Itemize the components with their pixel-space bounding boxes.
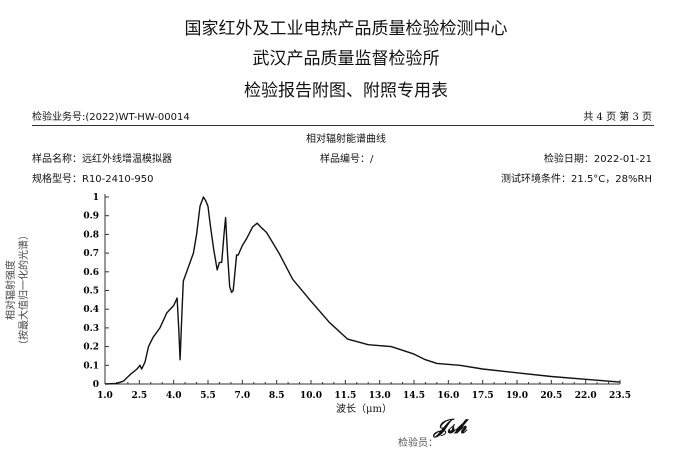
sample-number: 样品编号：/ (320, 154, 374, 165)
x-tick-label: 5.5 (200, 391, 216, 401)
test-environment: 测试环境条件：21.5°C，28%RH (501, 174, 652, 185)
y-tick-label: 1 (93, 193, 99, 203)
y-tick-label: 0.6 (83, 268, 99, 278)
y-tick-label: 0.9 (83, 212, 99, 222)
x-tick-label: 14.5 (403, 391, 425, 401)
x-tick-label: 7.0 (234, 391, 250, 401)
x-tick-label: 22.0 (575, 391, 597, 401)
report-title-2: 武汉产品质量监督检验所 (252, 49, 440, 69)
x-tick-label: 2.5 (131, 391, 147, 401)
y-tick-label: 0.2 (83, 343, 99, 353)
chart-title: 相对辐射能谱曲线 (306, 134, 386, 145)
y-axis-label-line2: （按最大值归一化的光谱） (19, 230, 30, 350)
y-tick-label: 0.7 (83, 249, 99, 259)
report-title-1: 国家红外及工业电热产品质量检验检测中心 (184, 19, 508, 39)
x-tick-label: 20.5 (540, 391, 562, 401)
x-axis-label: 波长（μm） (336, 404, 392, 415)
x-tick-label: 1.0 (97, 391, 113, 401)
x-tick-label: 4.0 (166, 391, 182, 401)
x-tick-label: 17.5 (472, 391, 494, 401)
x-tick-label: 13.0 (369, 391, 391, 401)
spectrum-line (104, 196, 621, 385)
x-tick-label: 19.0 (506, 391, 528, 401)
y-tick-label: 0.1 (83, 361, 99, 371)
sample-name: 样品名称：远红外线增温模拟器 (32, 154, 172, 165)
y-tick-label: 0.5 (83, 287, 99, 297)
y-tick-label: 0.8 (83, 230, 99, 240)
x-tick-label: 23.5 (609, 391, 631, 401)
report-title-3: 检验报告附图、附照专用表 (244, 81, 448, 101)
business-number: 检验业务号:(2022)WT-HW-00014 (32, 112, 190, 123)
divider (32, 125, 654, 126)
inspector-label: 检验员： (398, 438, 438, 449)
y-axis-label: 相对辐射强度 （按最大值归一化的光谱） (5, 230, 31, 350)
y-tick-label: 0.3 (83, 324, 99, 334)
x-tick-label: 16.0 (437, 391, 459, 401)
x-tick-label: 10.0 (300, 391, 322, 401)
page-count: 共 4 页 第 3 页 (583, 112, 652, 123)
x-tick-label: 8.5 (269, 391, 285, 401)
y-tick-label: 0.4 (83, 305, 99, 315)
inspector-signature: 𝒥𝓈𝒽 (434, 414, 467, 438)
y-tick-label: 0 (93, 380, 99, 390)
model-number: 规格型号：R10-2410-950 (32, 174, 154, 185)
x-tick-label: 11.5 (334, 391, 356, 401)
y-axis-label-line1: 相对辐射强度 (6, 260, 17, 320)
inspection-date: 检验日期：2022-01-21 (543, 154, 652, 165)
